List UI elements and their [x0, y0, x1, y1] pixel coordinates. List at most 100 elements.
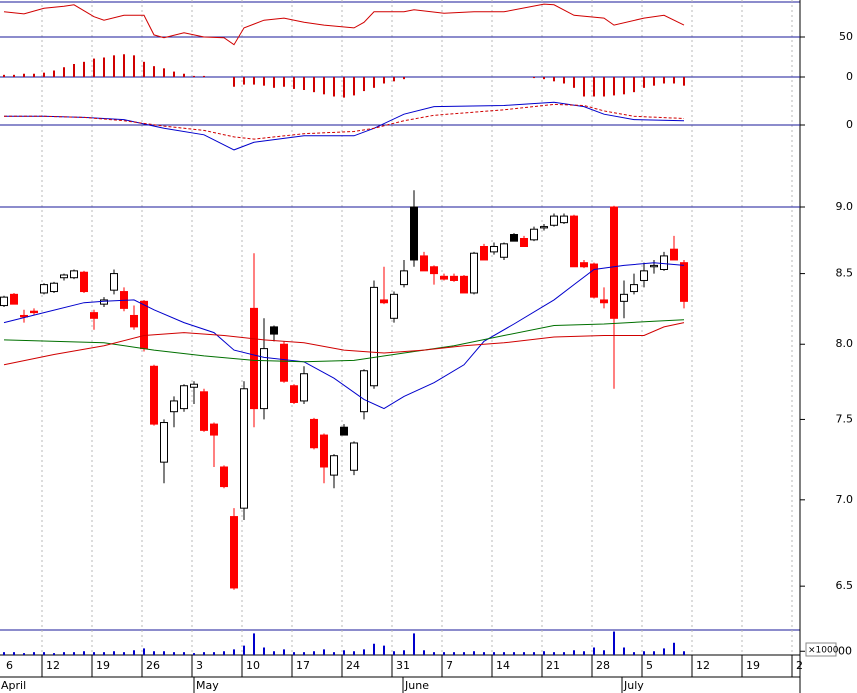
bar: [563, 652, 565, 655]
candle-body: [630, 284, 638, 293]
bar: [443, 652, 445, 655]
bar: [143, 61, 145, 77]
x-tick-label: 19: [746, 659, 760, 672]
candle-body: [530, 228, 538, 241]
candle-body: [140, 300, 148, 350]
bar: [373, 643, 375, 655]
bar: [263, 647, 265, 655]
candle-body: [390, 293, 398, 319]
x-tick-label: 17: [296, 659, 310, 672]
bar: [83, 651, 85, 655]
x-tick-label: 19: [96, 659, 110, 672]
bar: [153, 66, 155, 77]
bar: [513, 652, 515, 655]
y-tick-label: 8.0: [836, 337, 854, 350]
x-tick-label: 10: [246, 659, 260, 672]
x-tick-label: 28: [596, 659, 610, 672]
bar: [623, 77, 625, 95]
candle-body: [540, 226, 548, 229]
candle-body: [80, 271, 88, 293]
candle-body: [130, 314, 138, 328]
month-label: May: [196, 679, 219, 692]
candle-body: [680, 262, 688, 302]
candle-body: [20, 314, 28, 318]
candle-body: [650, 264, 658, 268]
candle-body: [250, 307, 258, 410]
bar: [383, 645, 385, 655]
candle-body: [640, 270, 648, 281]
candle-body: [510, 234, 518, 242]
candle-body: [450, 275, 458, 281]
bar: [73, 652, 75, 655]
bar: [673, 642, 675, 655]
bar: [663, 77, 665, 84]
bar: [603, 77, 605, 97]
bar: [613, 77, 615, 96]
bar: [173, 652, 175, 655]
candle-body: [60, 274, 68, 279]
bar: [543, 77, 545, 80]
candle-body: [370, 286, 378, 387]
candle-body: [380, 299, 388, 304]
candle-body: [180, 385, 188, 410]
candle-body: [110, 273, 118, 291]
series-line: [3, 319, 685, 363]
bar: [193, 653, 195, 655]
bar: [283, 649, 285, 655]
candle-body: [280, 343, 288, 382]
bar: [353, 651, 355, 655]
candle-body: [620, 293, 628, 302]
bar: [583, 77, 585, 97]
bar: [93, 58, 95, 77]
candle-body: [480, 246, 488, 261]
y-tick-label: 9.0: [836, 200, 854, 213]
x-tick-label: 12: [46, 659, 60, 672]
candle-body: [400, 270, 408, 286]
series-line: [4, 103, 685, 140]
candle-body: [490, 246, 498, 253]
bar: [43, 72, 45, 77]
candle-body: [600, 299, 608, 304]
bar: [273, 77, 275, 88]
bar: [343, 77, 345, 98]
bar: [393, 77, 395, 82]
candle-body: [210, 423, 218, 436]
bar: [553, 652, 555, 655]
candle-body: [570, 215, 578, 268]
x-tick-label: 5: [646, 659, 653, 672]
bar: [323, 77, 325, 95]
bar: [13, 74, 15, 77]
candle-body: [470, 252, 478, 294]
bar: [403, 650, 405, 655]
bar: [293, 77, 295, 89]
bar: [403, 77, 405, 80]
month-label: July: [623, 679, 644, 692]
candle-body: [500, 243, 508, 258]
bar: [13, 652, 15, 655]
bar: [83, 61, 85, 77]
bar: [623, 647, 625, 655]
bar: [463, 652, 465, 655]
candle-body: [550, 215, 558, 226]
bar: [313, 651, 315, 655]
candle-body: [560, 215, 568, 224]
y-tick-label: 8.5: [836, 267, 854, 280]
candle-body: [40, 284, 48, 294]
bar: [233, 649, 235, 655]
bar: [653, 77, 655, 86]
candle-body: [350, 442, 358, 471]
bar: [633, 652, 635, 655]
bar: [93, 652, 95, 655]
bar: [353, 77, 355, 96]
candle-body: [100, 299, 108, 305]
bar: [3, 74, 5, 77]
x-tick-label: 12: [696, 659, 710, 672]
bar: [73, 64, 75, 77]
bar: [563, 77, 565, 84]
bar: [283, 77, 285, 87]
x-tick-label: 31: [396, 659, 410, 672]
bar: [573, 77, 575, 88]
bar: [683, 77, 685, 86]
candle-body: [410, 206, 418, 261]
bar: [293, 652, 295, 655]
